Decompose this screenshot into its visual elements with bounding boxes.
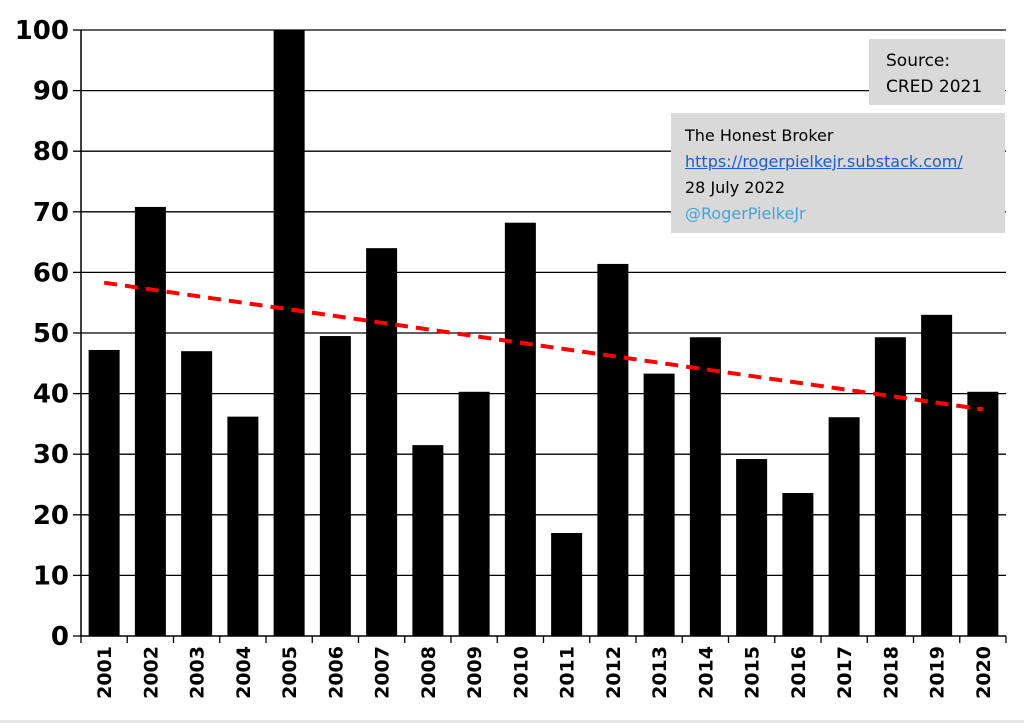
x-tick-label: 2011: [557, 646, 579, 699]
bar-2020: [967, 391, 999, 636]
bar-2018: [874, 337, 906, 636]
credit-title: The Honest Broker: [685, 126, 834, 145]
x-tick-label: 2019: [927, 646, 949, 699]
y-tick-label: 30: [33, 440, 69, 470]
y-tick-label: 0: [51, 622, 69, 652]
bar-2019: [921, 314, 953, 636]
source-line-2: CRED 2021: [886, 77, 983, 97]
y-tick-label: 60: [33, 258, 69, 288]
y-tick-label: 80: [33, 137, 69, 167]
credit-handle: @RogerPielkeJr: [685, 204, 806, 223]
x-tick-label: 2017: [834, 646, 856, 699]
bar-2001: [88, 349, 120, 636]
x-tick-label: 2006: [325, 646, 347, 699]
bar-2008: [412, 445, 444, 636]
y-tick-label: 70: [33, 198, 69, 228]
y-tick-label: 20: [33, 501, 69, 531]
y-tick-label: 50: [33, 319, 69, 349]
credit-date: 28 July 2022: [685, 178, 786, 197]
y-tick-label: 100: [15, 16, 69, 46]
x-tick-label: 2020: [973, 646, 995, 699]
x-tick-label: 2018: [880, 646, 902, 699]
source-box: Source: CRED 2021: [869, 39, 1005, 105]
x-tick-label: 2008: [418, 646, 440, 699]
axes: [80, 30, 1007, 643]
x-tick-label: 2007: [372, 646, 394, 699]
credit-box: The Honest Broker https://rogerpielkejr.…: [671, 113, 1005, 233]
bar-2002: [134, 206, 166, 636]
x-tick-label: 2010: [510, 646, 532, 699]
credit-url-link[interactable]: https://rogerpielkejr.substack.com/: [685, 152, 963, 171]
bar-2005: [273, 30, 305, 636]
x-tick-label: 2002: [140, 646, 162, 699]
source-line-1: Source:: [886, 51, 951, 71]
trend-line: [103, 280, 984, 412]
bar-2007: [366, 248, 398, 636]
bar-2013: [643, 373, 675, 636]
y-tick-label: 40: [33, 380, 69, 410]
x-tick-label: 2003: [187, 646, 209, 699]
x-tick-label: 2005: [279, 646, 301, 699]
trend-line-group: [103, 280, 984, 412]
bar-2014: [689, 337, 721, 636]
bar-2004: [227, 416, 259, 636]
x-tick-label: 2012: [603, 646, 625, 699]
x-tick-label: 2013: [649, 646, 671, 699]
bar-2017: [828, 417, 860, 636]
x-tick-label: 2004: [233, 646, 255, 699]
bar-2015: [736, 459, 768, 636]
bar-2010: [504, 222, 536, 636]
bottom-border: [0, 720, 1024, 723]
bar-2003: [181, 351, 213, 636]
x-tick-label: 2001: [94, 646, 116, 699]
x-tick-label: 2009: [464, 646, 486, 699]
y-tick-label: 10: [33, 561, 69, 591]
bar-2016: [782, 492, 814, 636]
y-tick-label: 90: [33, 77, 69, 107]
x-tick-labels: 2001 2002 2003 2004 2005 2006 2007 2008 2009 2010…: [94, 646, 995, 699]
x-tick-label: 2014: [695, 646, 717, 699]
bars: [88, 30, 999, 636]
bar-2009: [458, 391, 490, 636]
x-tick-label: 2015: [742, 646, 764, 699]
bar-2012: [597, 263, 629, 636]
x-tick-label: 2016: [788, 646, 810, 699]
bar-2006: [319, 336, 351, 636]
y-tick-labels: 0 10 20 30 40 50 60 70 80 90 100: [15, 16, 69, 652]
bar-2011: [551, 532, 583, 636]
